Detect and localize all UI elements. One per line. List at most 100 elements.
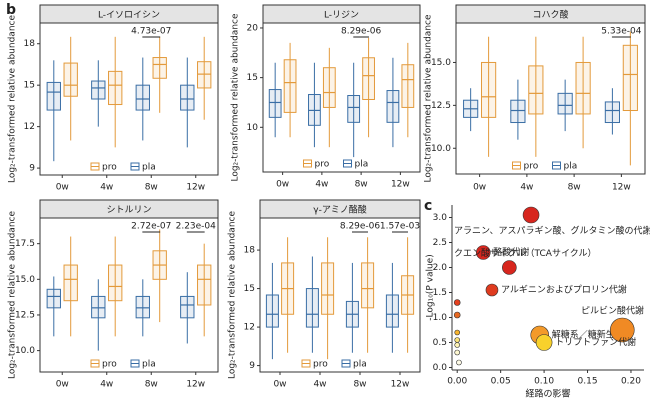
box bbox=[385, 294, 399, 328]
legend-label: pro bbox=[313, 360, 328, 370]
strip bbox=[39, 199, 219, 219]
strip bbox=[259, 199, 421, 219]
panel-frame bbox=[259, 199, 421, 373]
legend-label: pro bbox=[102, 163, 117, 173]
box bbox=[135, 295, 150, 319]
y-tick-label: 12.5 bbox=[431, 101, 451, 111]
panel-title: コハク酸 bbox=[532, 10, 568, 21]
box bbox=[557, 92, 573, 115]
x-tick-label: 12w bbox=[186, 380, 205, 390]
box bbox=[362, 57, 375, 100]
y-tick-label: 10.0 bbox=[15, 346, 35, 356]
box bbox=[265, 294, 279, 328]
box bbox=[361, 262, 375, 309]
x-axis-title: 経路の影響 bbox=[525, 388, 570, 400]
y-axis-title: Log₂-transformed relative abundance bbox=[424, 14, 434, 182]
bubble bbox=[454, 349, 461, 356]
legend-label: pro bbox=[102, 360, 117, 370]
y-tick-label: 20 bbox=[247, 23, 259, 33]
bubble-label: 解糖系／糖新生 bbox=[552, 329, 615, 341]
p-value: 2.23e-04 bbox=[176, 222, 217, 232]
x-tick-label: 0.00 bbox=[447, 377, 467, 387]
box bbox=[528, 65, 544, 115]
y-axis-title: -Log₁₀(P value) bbox=[426, 254, 436, 320]
y-tick-label: 9 bbox=[249, 361, 255, 371]
x-tick-label: 4w bbox=[100, 380, 113, 390]
box bbox=[180, 84, 195, 111]
box bbox=[63, 264, 78, 302]
x-tick-label: 0w bbox=[273, 380, 286, 390]
box bbox=[481, 61, 497, 118]
y-tick-label: 17.5 bbox=[15, 239, 35, 249]
x-tick-label: 0w bbox=[473, 183, 486, 193]
box bbox=[152, 57, 167, 79]
legend-label: pro bbox=[524, 162, 539, 172]
x-tick-label: 0.05 bbox=[491, 377, 511, 387]
y-axis-title: Log₂-transformed relative abundance bbox=[8, 211, 18, 379]
y-tick-label: 1.5 bbox=[433, 288, 447, 298]
strip bbox=[39, 4, 219, 24]
legend-label: pro bbox=[315, 160, 330, 170]
x-tick-label: 0w bbox=[276, 180, 289, 190]
y-tick-label: 2.0 bbox=[433, 263, 448, 273]
bubble-label: アルギニンおよびプロリン代謝 bbox=[501, 284, 627, 296]
y-tick-label: 9 bbox=[29, 164, 35, 174]
box bbox=[197, 61, 212, 89]
p-value: 5.33e-04 bbox=[601, 27, 642, 37]
y-tick-label: 12 bbox=[24, 122, 35, 132]
box bbox=[305, 288, 319, 328]
box bbox=[46, 288, 61, 309]
box bbox=[63, 62, 78, 97]
bubble-label: 酪酸代謝 bbox=[493, 246, 529, 258]
y-tick-label: 15.0 bbox=[15, 275, 35, 285]
bubble bbox=[535, 334, 553, 351]
box bbox=[108, 70, 123, 106]
y-axis-title: Log₂-transformed relative abundance bbox=[231, 13, 241, 181]
legend-label: pla bbox=[353, 360, 367, 370]
bubble-label: トリプトファン代謝 bbox=[555, 336, 636, 348]
panel-title: シトルリン bbox=[106, 206, 151, 216]
bubble bbox=[485, 283, 499, 297]
y-tick-label: 10 bbox=[247, 123, 259, 133]
box bbox=[108, 264, 123, 302]
bubble bbox=[454, 342, 461, 348]
x-tick-label: 12w bbox=[612, 183, 631, 193]
legend-label: pla bbox=[142, 360, 156, 370]
legend-label: pla bbox=[142, 163, 156, 173]
x-tick-label: 0w bbox=[56, 183, 69, 193]
x-tick-label: 4w bbox=[100, 183, 113, 193]
panel-title: L-リジン bbox=[324, 11, 359, 21]
box bbox=[386, 90, 400, 123]
box bbox=[321, 262, 335, 315]
box bbox=[91, 295, 106, 319]
box bbox=[197, 264, 212, 306]
x-tick-label: 0.20 bbox=[621, 377, 641, 387]
y-tick-label: 15 bbox=[24, 81, 35, 91]
y-tick-label: 12.5 bbox=[15, 310, 35, 320]
p-value: 4.73e-07 bbox=[131, 27, 171, 37]
x-tick-label: 0.15 bbox=[578, 377, 598, 387]
x-tick-label: 8w bbox=[145, 183, 158, 193]
strip bbox=[455, 4, 646, 24]
x-tick-label: 12w bbox=[391, 380, 410, 390]
panel-frame bbox=[455, 4, 646, 175]
bubble bbox=[454, 329, 461, 336]
x-tick-label: 4w bbox=[315, 180, 328, 190]
x-tick-label: 4w bbox=[313, 380, 326, 390]
p-value: 2.72e-07 bbox=[131, 222, 171, 232]
x-tick-label: 12w bbox=[186, 183, 205, 193]
box bbox=[135, 84, 150, 111]
box bbox=[180, 295, 195, 319]
box bbox=[268, 89, 282, 118]
y-tick-label: 1.0 bbox=[433, 313, 448, 323]
x-tick-label: 4w bbox=[520, 183, 533, 193]
bubble bbox=[453, 311, 461, 319]
panel-frame bbox=[39, 199, 219, 373]
panel-frame bbox=[262, 4, 421, 173]
box bbox=[575, 61, 591, 115]
p-value: 8.29e-06 bbox=[340, 222, 381, 232]
box bbox=[283, 59, 297, 113]
y-tick-label: 10.0 bbox=[431, 144, 451, 154]
y-tick-label: 15 bbox=[244, 284, 255, 294]
